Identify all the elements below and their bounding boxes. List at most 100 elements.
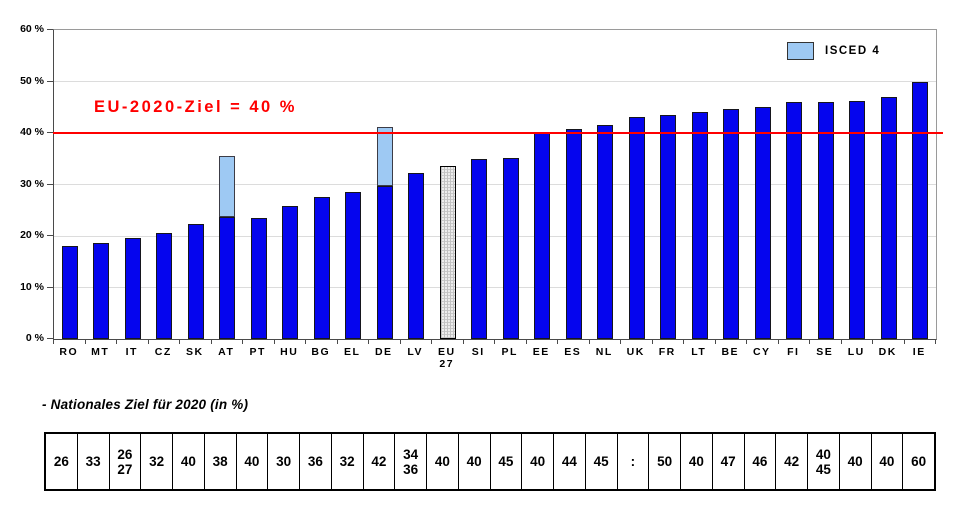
bar-EE	[534, 133, 551, 339]
bar-slot-BG	[306, 30, 338, 339]
bar-slot-IE	[905, 30, 937, 339]
bar-slot-DE	[369, 30, 401, 339]
y-axis-tick	[47, 80, 53, 82]
bar-slot-NL	[590, 30, 622, 339]
x-axis-tick	[714, 339, 716, 344]
bar-BG	[313, 196, 330, 339]
bar-LT	[691, 112, 708, 339]
x-axis-tick	[368, 339, 369, 344]
x-axis-label-NL: NL	[595, 346, 613, 358]
table-cell-CY: 46	[745, 434, 777, 489]
bar-slot-UK	[621, 30, 653, 339]
x-axis-label-HU: HU	[280, 346, 299, 358]
bar-slot-DK	[873, 30, 905, 339]
bar-IT	[124, 238, 141, 339]
bar-BE	[723, 109, 740, 339]
x-axis-label-UK: UK	[626, 346, 645, 358]
bar-DE	[376, 185, 393, 339]
bar-MT	[93, 242, 110, 339]
bar-DK	[880, 96, 897, 339]
bar-slot-HU	[275, 30, 307, 339]
bar-slot-PL	[495, 30, 527, 339]
legend-label: ISCED 4	[825, 45, 881, 57]
bar-HU	[282, 206, 299, 339]
table-cell-PT: 40	[237, 434, 269, 489]
x-axis-tick	[903, 339, 905, 344]
table-cell-SE: 40 45	[808, 434, 840, 489]
bar-slot-CY	[747, 30, 779, 339]
reference-line-label: EU-2020-Ziel = 40 %	[94, 98, 297, 116]
y-axis-label: 40 %	[20, 126, 44, 138]
x-axis-tick	[116, 339, 117, 344]
table-cell-DK: 40	[872, 434, 904, 489]
gridline-30	[54, 184, 936, 185]
x-axis-tick	[84, 339, 86, 344]
bar-segment-isced4-DE	[376, 126, 393, 186]
bar-slot-SE	[810, 30, 842, 339]
table-cell-MT: 33	[78, 434, 110, 489]
bar-slot-LU	[842, 30, 874, 339]
x-axis-label-BG: BG	[311, 346, 331, 358]
y-axis-label: 50 %	[20, 74, 44, 87]
x-axis-tick	[462, 339, 464, 344]
bar-AT	[219, 217, 236, 339]
table-cell-FI: 42	[776, 434, 808, 489]
table-cell-ES: 44	[554, 434, 586, 489]
x-axis-tick	[336, 339, 338, 344]
bar-slot-IT	[117, 30, 149, 339]
legend: ISCED 4	[787, 42, 880, 60]
bar-ES	[565, 129, 582, 339]
x-axis-label-ES: ES	[564, 346, 582, 358]
x-axis-label-PL: PL	[501, 346, 518, 358]
legend-swatch-isced4	[787, 42, 814, 60]
bar-FI	[786, 102, 803, 339]
bar-RO	[61, 246, 78, 339]
x-axis-tick	[840, 339, 842, 344]
x-axis-tick	[935, 339, 936, 344]
y-axis-tick	[47, 286, 53, 288]
bar-slot-MT	[86, 30, 118, 339]
table-cell-LT: 40	[681, 434, 713, 489]
x-axis-label-DK: DK	[878, 346, 897, 358]
x-axis-tick	[494, 339, 495, 344]
bar-EL	[345, 192, 362, 339]
x-axis-tick	[525, 339, 527, 344]
bar-PL	[502, 157, 519, 339]
table-caption: - Nationales Ziel für 2020 (in %)	[42, 397, 249, 412]
bar-slot-AT	[212, 30, 244, 339]
bar-UK	[628, 116, 645, 339]
x-axis-label-LT: LT	[691, 346, 707, 358]
y-axis-label: 30 %	[20, 177, 44, 190]
gridline-20	[54, 235, 936, 237]
bar-IE	[912, 81, 929, 339]
table-cell-BG: 36	[300, 434, 332, 489]
y-axis-tick	[47, 183, 53, 185]
table-cell-FR: 50	[649, 434, 681, 489]
x-axis-tick	[588, 339, 590, 344]
bar-SK	[187, 224, 204, 339]
bar-CZ	[156, 233, 173, 339]
x-axis-label-AT: AT	[218, 346, 235, 358]
bar-SI	[471, 159, 488, 339]
bar-slot-SI	[464, 30, 496, 339]
x-axis-label-DE: DE	[374, 346, 393, 358]
bar-slot-FR	[653, 30, 685, 339]
table-cell-LU: 40	[840, 434, 872, 489]
table-cell-RO: 26	[46, 434, 78, 489]
bar-slot-CZ	[149, 30, 181, 339]
x-axis-label-IE: IE	[912, 346, 926, 358]
x-axis-tick	[683, 339, 684, 344]
plot-area: EU-2020-Ziel = 40 % ISCED 4	[53, 29, 943, 340]
x-axis-label-FI: FI	[787, 346, 800, 358]
bar-PT	[250, 217, 267, 339]
gridline-50	[54, 81, 936, 82]
x-axis-label-RO: RO	[59, 346, 79, 358]
bar-EU27	[439, 166, 456, 339]
table-cell-SI: 40	[459, 434, 491, 489]
bar-slot-ES	[558, 30, 590, 339]
bar-slot-SK	[180, 30, 212, 339]
table-cell-EL: 32	[332, 434, 364, 489]
x-axis-tick	[557, 339, 558, 344]
table-cell-NL: 45	[586, 434, 618, 489]
